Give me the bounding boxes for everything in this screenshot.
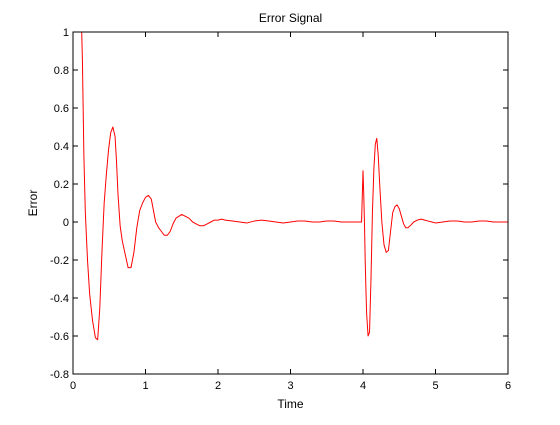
ticks-layer: 0 1 2 3 4 5 6 -0.8 -0.6 -0.4 -0.2 0 0.2 0.4 0.6 0.8 1 xyxy=(50,27,511,392)
y-tick-label: 0.6 xyxy=(54,103,69,115)
x-tick-label: 6 xyxy=(505,380,511,392)
series-layer xyxy=(81,31,508,341)
y-tick-label: 1 xyxy=(63,27,69,39)
x-axis-title: Time xyxy=(277,397,304,411)
x-tick-label: 3 xyxy=(287,380,293,392)
x-tick-label: 0 xyxy=(70,380,76,392)
x-tick-label: 5 xyxy=(432,380,438,392)
x-tick-label: 4 xyxy=(360,380,366,392)
y-tick-label: -0.8 xyxy=(50,369,69,381)
plot-frame xyxy=(72,31,509,375)
x-tick-label: 2 xyxy=(215,380,221,392)
y-tick-label: 0.2 xyxy=(54,179,69,191)
error-series-line xyxy=(81,31,508,341)
y-tick-label: 0.4 xyxy=(54,141,69,153)
y-tick-label: 0.8 xyxy=(54,65,69,77)
plot-background xyxy=(73,32,508,374)
y-tick-label: -0.4 xyxy=(50,293,69,305)
y-axis-title: Error xyxy=(26,190,40,217)
x-tick-label: 1 xyxy=(142,380,148,392)
y-tick-label: -0.2 xyxy=(50,255,69,267)
y-tick-label: 0 xyxy=(63,217,69,229)
y-tick-label: -0.6 xyxy=(50,331,69,343)
chart-title: Error Signal xyxy=(259,11,322,25)
